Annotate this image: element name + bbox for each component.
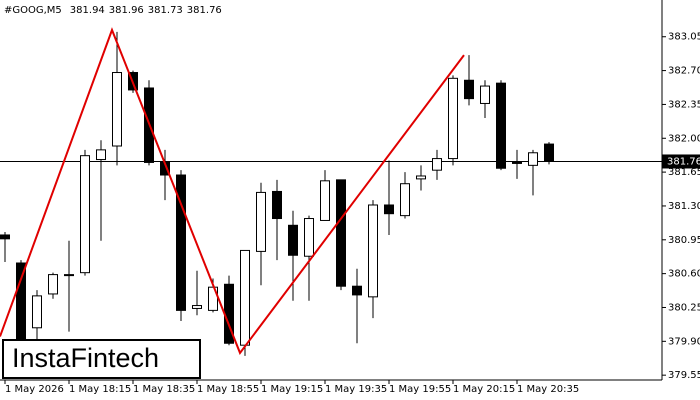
candle-body — [304, 218, 314, 257]
title-part: 381.76 — [187, 5, 222, 16]
candle-body — [544, 143, 554, 162]
candle-body — [448, 77, 458, 160]
x-tick-label: 1 May 18:35 — [133, 384, 195, 395]
y-tick-label: 382.00 — [668, 133, 700, 144]
x-tick-label: 1 May 19:35 — [325, 384, 387, 395]
candle-body — [256, 191, 266, 252]
candle-body — [320, 180, 330, 221]
logo: InstaFintech — [12, 343, 159, 373]
candle-body — [192, 305, 202, 309]
x-tick-label: 1 May 19:55 — [389, 384, 451, 395]
candle-body — [272, 190, 282, 220]
candle-body — [352, 285, 362, 296]
y-tick-label: 383.05 — [668, 32, 700, 43]
y-tick-label: 382.70 — [668, 66, 700, 77]
candle-body — [176, 174, 186, 311]
pattern-line — [0, 27, 465, 355]
chart-title: #GOOG,M5 381.94 381.96 381.73 381.76 — [4, 5, 222, 16]
x-tick-label: 1 May 19:15 — [261, 384, 323, 395]
title-part: 381.73 — [148, 5, 183, 16]
candle-body — [432, 158, 442, 171]
candle-body — [336, 179, 346, 287]
logo-box — [2, 339, 201, 379]
candle-body — [240, 249, 250, 346]
x-tick-label: 1 May 18:55 — [197, 384, 259, 395]
candle-body — [32, 295, 42, 329]
y-tick-label: 381.30 — [668, 201, 700, 212]
y-tick-label: 381.65 — [668, 167, 700, 178]
candle-body — [16, 262, 26, 341]
x-tick-label: 1 May 20:15 — [453, 384, 515, 395]
candle-body — [48, 274, 58, 295]
candle-body — [464, 79, 474, 100]
title-part: #GOOG,M5 — [4, 5, 62, 16]
x-tick-label: 1 May 2026 — [5, 384, 64, 395]
y-tick-label: 380.95 — [668, 235, 700, 246]
x-tick-label: 1 May 20:35 — [517, 384, 579, 395]
x-tick-label: 1 May 18:15 — [69, 384, 131, 395]
title-part: 381.96 — [109, 5, 144, 16]
candle-body — [80, 155, 90, 274]
candle-body — [368, 204, 378, 298]
y-tick-label: 379.90 — [668, 336, 700, 347]
title-part: 381.94 — [70, 5, 105, 16]
candle-body — [528, 152, 538, 166]
y-tick-label: 379.55 — [668, 370, 700, 381]
price-label: 381.76 — [667, 156, 700, 167]
candle-body — [96, 149, 106, 161]
candle-body — [0, 234, 10, 240]
candle-body — [64, 274, 74, 277]
candle-body — [480, 85, 490, 104]
candle-body — [112, 72, 122, 147]
candle-body — [288, 224, 298, 256]
candle-body — [400, 183, 410, 217]
candle-body — [512, 161, 522, 164]
y-tick-label: 382.35 — [668, 99, 700, 110]
y-tick-label: 380.60 — [668, 269, 700, 280]
candle-body — [384, 204, 394, 215]
y-tick-label: 380.25 — [668, 302, 700, 313]
candle-body — [416, 175, 426, 180]
candle-body — [496, 82, 506, 169]
price-label-box — [662, 154, 700, 169]
